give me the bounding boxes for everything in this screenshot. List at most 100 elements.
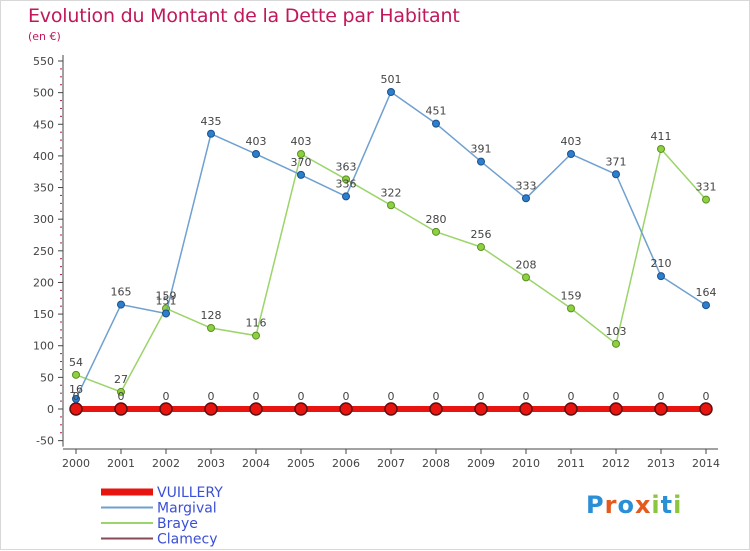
x-tick-label: 2013 — [647, 457, 675, 470]
data-label-braye: 280 — [426, 213, 447, 226]
x-tick-label: 2010 — [512, 457, 540, 470]
data-point-vuillery — [294, 402, 308, 416]
data-label-vuillery: 0 — [208, 390, 215, 403]
data-point-braye — [477, 243, 485, 252]
data-point-braye — [297, 150, 305, 159]
data-point-braye — [72, 370, 80, 379]
x-tick-label: 2012 — [602, 457, 630, 470]
data-point-margival — [567, 150, 575, 159]
data-point-vuillery — [114, 402, 128, 416]
data-label-vuillery: 0 — [388, 390, 395, 403]
data-label-margival: 435 — [201, 115, 222, 128]
legend-label-braye: Braye — [157, 516, 198, 532]
x-tick-label: 2003 — [197, 457, 225, 470]
data-label-braye: 103 — [606, 325, 627, 338]
data-point-margival — [162, 309, 170, 318]
data-label-margival: 151 — [156, 294, 177, 307]
data-point-braye — [612, 339, 620, 348]
data-label-vuillery: 0 — [343, 390, 350, 403]
logo-letter: i — [651, 491, 661, 519]
x-tick-label: 2007 — [377, 457, 405, 470]
data-label-margival: 391 — [471, 143, 492, 156]
data-point-braye — [117, 387, 125, 396]
data-label-braye: 403 — [291, 135, 312, 148]
data-point-margival — [72, 394, 80, 403]
data-point-vuillery — [339, 402, 353, 416]
x-tick-label: 2002 — [152, 457, 180, 470]
data-label-braye: 331 — [696, 181, 717, 194]
data-label-vuillery: 0 — [658, 390, 665, 403]
y-tick-label: 250 — [33, 245, 54, 258]
logo-letter: x — [634, 491, 652, 519]
logo-letter: t — [660, 491, 674, 519]
logo-letter: o — [617, 491, 635, 519]
data-label-vuillery: 0 — [568, 390, 575, 403]
y-tick-label: 450 — [33, 118, 54, 131]
data-label-vuillery: 0 — [73, 390, 80, 403]
chart-title: Evolution du Montant de la Dette par Hab… — [28, 5, 460, 27]
data-label-vuillery: 0 — [118, 390, 125, 403]
data-label-vuillery: 0 — [523, 390, 530, 403]
data-label-vuillery: 0 — [253, 390, 260, 403]
data-label-vuillery: 0 — [298, 390, 305, 403]
x-tick-label: 2008 — [422, 457, 450, 470]
x-tick-label: 2001 — [107, 457, 135, 470]
data-label-margival: 210 — [651, 257, 672, 270]
data-label-margival: 336 — [336, 177, 357, 190]
data-label-braye: 322 — [381, 186, 402, 199]
data-point-braye — [432, 227, 440, 236]
data-point-vuillery — [474, 402, 488, 416]
data-point-braye — [567, 304, 575, 313]
chart-unit: (en €) — [28, 30, 61, 43]
data-point-braye — [387, 201, 395, 210]
data-point-braye — [702, 195, 710, 204]
data-point-margival — [117, 300, 125, 309]
data-label-margival: 165 — [111, 286, 132, 299]
data-point-margival — [522, 194, 530, 203]
data-label-braye: 411 — [651, 130, 672, 143]
data-point-margival — [702, 301, 710, 310]
data-label-vuillery: 0 — [703, 390, 710, 403]
data-point-vuillery — [654, 402, 668, 416]
y-tick-label: 500 — [33, 87, 54, 100]
data-point-margival — [432, 119, 440, 128]
y-tick-label: 200 — [33, 276, 54, 289]
data-label-vuillery: 0 — [613, 390, 620, 403]
data-label-vuillery: 0 — [163, 390, 170, 403]
data-point-margival — [657, 272, 665, 281]
data-point-vuillery — [564, 402, 578, 416]
data-label-margival: 370 — [291, 156, 312, 169]
data-label-vuillery: 0 — [478, 390, 485, 403]
y-tick-label: 100 — [33, 340, 54, 353]
data-label-margival: 164 — [696, 286, 717, 299]
data-label-braye: 363 — [336, 160, 357, 173]
data-point-margival — [342, 192, 350, 201]
data-label-margival: 371 — [606, 155, 627, 168]
data-point-vuillery — [204, 402, 218, 416]
data-point-braye — [252, 331, 260, 340]
data-label-braye: 116 — [246, 317, 267, 330]
x-tick-label: 2000 — [62, 457, 90, 470]
data-label-margival: 333 — [516, 179, 537, 192]
data-point-margival — [612, 170, 620, 179]
data-point-vuillery — [249, 402, 263, 416]
data-label-margival: 16 — [69, 383, 83, 396]
data-label-braye: 256 — [471, 228, 492, 241]
y-tick-label: 0 — [47, 403, 54, 416]
legend-label-clamecy: Clamecy — [157, 532, 217, 548]
data-point-margival — [477, 157, 485, 166]
data-label-margival: 501 — [381, 73, 402, 86]
data-point-margival — [252, 150, 260, 159]
legend-label-vuillery: VUILLERY — [157, 485, 223, 501]
y-tick-label: -50 — [36, 435, 54, 448]
x-tick-label: 2004 — [242, 457, 270, 470]
data-point-braye — [342, 175, 350, 184]
x-tick-label: 2014 — [692, 457, 720, 470]
y-tick-label: 300 — [33, 213, 54, 226]
data-point-vuillery — [69, 402, 83, 416]
series-line-margival — [75, 91, 707, 400]
x-tick-label: 2009 — [467, 457, 495, 470]
data-point-braye — [207, 324, 215, 333]
data-label-margival: 403 — [561, 135, 582, 148]
y-tick-label: 400 — [33, 150, 54, 163]
